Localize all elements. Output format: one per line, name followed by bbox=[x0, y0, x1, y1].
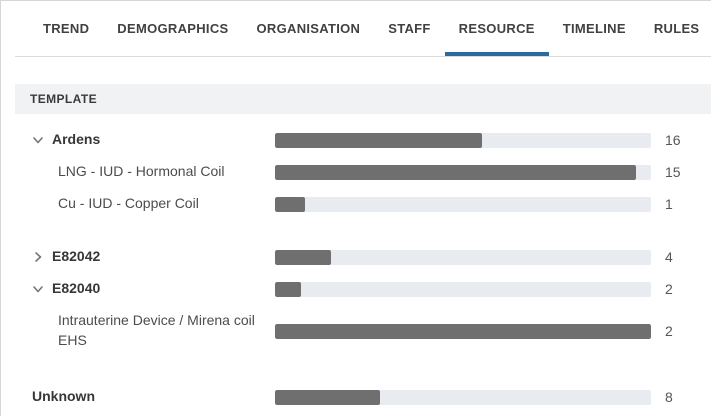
tab-staff[interactable]: STAFF bbox=[388, 21, 431, 36]
tree-row: Intrauterine Device / Mirena coil EHS 2 bbox=[15, 305, 711, 357]
chevron-down-icon[interactable] bbox=[32, 283, 44, 295]
row-label-cell: Ardens bbox=[15, 130, 275, 150]
template-section-header: TEMPLATE bbox=[15, 84, 711, 114]
row-label: Intrauterine Device / Mirena coil EHS bbox=[58, 312, 255, 348]
row-label: Unknown bbox=[32, 388, 95, 405]
bar-fill bbox=[275, 249, 332, 265]
bar-value: 1 bbox=[665, 196, 673, 212]
bar-track bbox=[275, 323, 651, 339]
bar-fill bbox=[275, 389, 381, 405]
row-label: Ardens bbox=[52, 131, 101, 148]
template-bar-list: Ardens 16 LNG - IUD - Hormonal Coil 15 Cu - … bbox=[15, 114, 711, 413]
chevron-down-icon[interactable] bbox=[32, 134, 44, 146]
row-label-cell: Intrauterine Device / Mirena coil EHS bbox=[15, 311, 275, 350]
tab-bar: TREND DEMOGRAPHICS ORGANISATION STAFF RESOUR… bbox=[15, 1, 711, 57]
tree-row[interactable]: Unknown 8 bbox=[15, 381, 711, 413]
tree-row[interactable]: E82042 4 bbox=[15, 241, 711, 273]
bar-value: 4 bbox=[665, 249, 673, 265]
bar-fill bbox=[275, 196, 306, 212]
bar-value: 15 bbox=[665, 164, 681, 180]
bar-fill bbox=[275, 323, 651, 339]
tab-trend[interactable]: TREND bbox=[43, 21, 90, 36]
tab-rules[interactable]: RULES bbox=[653, 21, 700, 36]
row-label-cell: Unknown bbox=[15, 387, 275, 407]
bar-track bbox=[275, 249, 651, 265]
bar-value: 2 bbox=[665, 281, 673, 297]
chevron-right-icon[interactable] bbox=[32, 251, 44, 263]
tree-row[interactable]: E82040 2 bbox=[15, 273, 711, 305]
bar-fill bbox=[275, 164, 636, 180]
row-label-cell: E82042 bbox=[15, 247, 275, 267]
bar-value: 16 bbox=[665, 132, 681, 148]
row-label: E82040 bbox=[52, 280, 101, 297]
tab-demographics[interactable]: DEMOGRAPHICS bbox=[117, 21, 229, 36]
bar-track bbox=[275, 389, 651, 405]
tab-resource[interactable]: RESOURCE bbox=[445, 1, 549, 56]
bar-value: 2 bbox=[665, 323, 673, 339]
tree-row: Cu - IUD - Copper Coil 1 bbox=[15, 188, 711, 220]
tab-timeline[interactable]: TIMELINE bbox=[562, 21, 626, 36]
bar-fill bbox=[275, 132, 482, 148]
section-title: TEMPLATE bbox=[30, 92, 97, 106]
row-label: LNG - IUD - Hormonal Coil bbox=[58, 163, 225, 180]
row-label-cell: E82040 bbox=[15, 279, 275, 299]
tab-organisation[interactable]: ORGANISATION bbox=[256, 21, 361, 36]
bar-fill bbox=[275, 281, 302, 297]
bar-track bbox=[275, 164, 651, 180]
tree-row[interactable]: Ardens 16 bbox=[15, 124, 711, 156]
tree-row: LNG - IUD - Hormonal Coil 15 bbox=[15, 156, 711, 188]
bar-track bbox=[275, 281, 651, 297]
row-label: Cu - IUD - Copper Coil bbox=[58, 195, 199, 212]
row-label-cell: Cu - IUD - Copper Coil bbox=[15, 194, 275, 214]
bar-value: 8 bbox=[665, 389, 673, 405]
row-label: E82042 bbox=[52, 248, 101, 265]
bar-track bbox=[275, 132, 651, 148]
bar-track bbox=[275, 196, 651, 212]
row-label-cell: LNG - IUD - Hormonal Coil bbox=[15, 162, 275, 182]
